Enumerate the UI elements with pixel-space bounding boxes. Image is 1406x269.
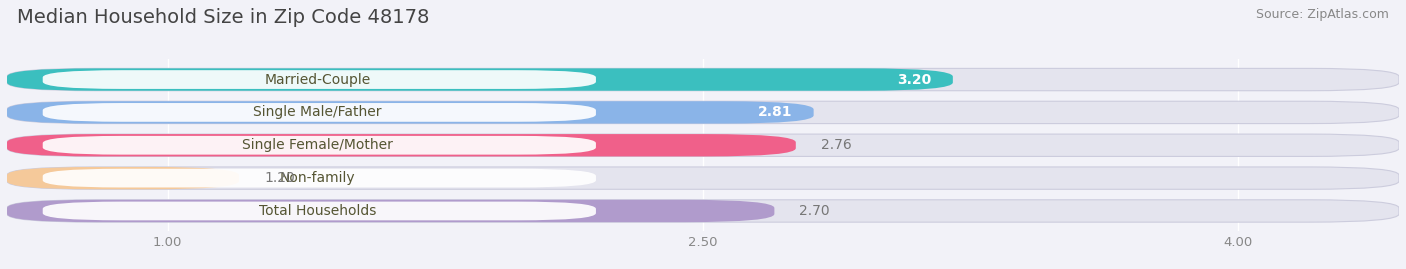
- Text: Single Female/Mother: Single Female/Mother: [242, 138, 394, 152]
- Text: Non-family: Non-family: [280, 171, 356, 185]
- Text: 2.70: 2.70: [800, 204, 830, 218]
- Text: Single Male/Father: Single Male/Father: [253, 105, 382, 119]
- FancyBboxPatch shape: [7, 68, 1399, 91]
- FancyBboxPatch shape: [42, 103, 596, 122]
- FancyBboxPatch shape: [7, 167, 1399, 189]
- Text: 1.20: 1.20: [264, 171, 295, 185]
- FancyBboxPatch shape: [42, 169, 596, 187]
- FancyBboxPatch shape: [7, 200, 1399, 222]
- FancyBboxPatch shape: [7, 68, 953, 91]
- FancyBboxPatch shape: [42, 201, 596, 220]
- FancyBboxPatch shape: [42, 70, 596, 89]
- FancyBboxPatch shape: [7, 134, 1399, 157]
- Text: Total Households: Total Households: [259, 204, 377, 218]
- Text: 2.81: 2.81: [758, 105, 792, 119]
- Text: Median Household Size in Zip Code 48178: Median Household Size in Zip Code 48178: [17, 8, 429, 27]
- Text: Source: ZipAtlas.com: Source: ZipAtlas.com: [1256, 8, 1389, 21]
- FancyBboxPatch shape: [7, 101, 814, 123]
- Text: 2.76: 2.76: [821, 138, 852, 152]
- FancyBboxPatch shape: [7, 167, 239, 189]
- Text: 3.20: 3.20: [897, 73, 931, 87]
- Text: Married-Couple: Married-Couple: [264, 73, 371, 87]
- FancyBboxPatch shape: [7, 200, 775, 222]
- FancyBboxPatch shape: [7, 101, 1399, 123]
- FancyBboxPatch shape: [42, 136, 596, 155]
- FancyBboxPatch shape: [7, 134, 796, 157]
